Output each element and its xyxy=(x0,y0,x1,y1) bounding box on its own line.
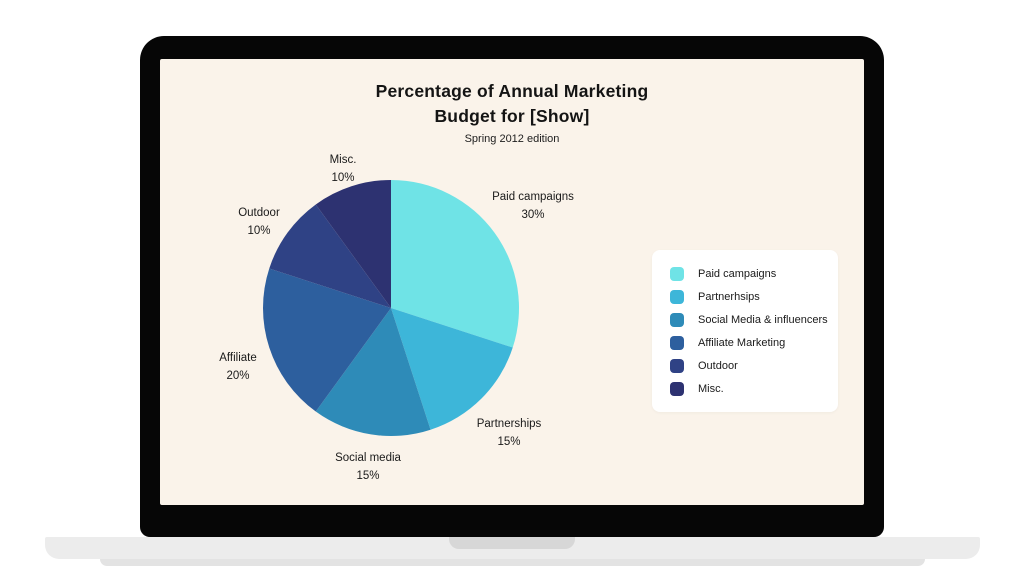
legend-item-paid-campaigns: Paid campaigns xyxy=(652,262,838,285)
legend-swatch-icon xyxy=(670,266,684,281)
pie-label-name: Affiliate xyxy=(219,352,257,364)
legend-item-social-media: Social Media & influencers xyxy=(652,308,838,331)
laptop-base-notch xyxy=(449,537,575,549)
chart-legend: Paid campaigns Partnerhsips Social Media… xyxy=(652,250,838,412)
pie-label-misc: Misc. 10% xyxy=(330,152,357,188)
pie-slice-social-media xyxy=(315,308,431,437)
pie-label-name: Outdoor xyxy=(238,207,280,219)
pie-label-value: 10% xyxy=(247,224,271,237)
legend-label: Affiliate Marketing xyxy=(698,336,786,349)
legend-swatch-icon xyxy=(670,381,684,396)
pie-label-value: 10% xyxy=(331,171,355,184)
pie-label-name: Paid campaigns xyxy=(492,191,574,203)
legend-swatch-icon xyxy=(670,312,684,327)
pie-label-name: Misc. xyxy=(329,154,357,166)
pie-slice-misc xyxy=(315,180,391,308)
pie-label-value: 20% xyxy=(226,369,250,382)
laptop-underside-shadow xyxy=(100,559,925,566)
pie-label-name: Partnerships xyxy=(476,418,542,430)
pie-slice-partnerships xyxy=(391,308,513,430)
legend-item-outdoor: Outdoor xyxy=(652,354,838,377)
pie-label-paid-campaigns: Paid campaigns 30% xyxy=(492,189,574,225)
legend-item-misc: Misc. xyxy=(652,377,838,400)
legend-label: Social Media & influencers xyxy=(698,313,828,326)
pie-label-value: 15% xyxy=(497,435,521,448)
legend-label: Misc. xyxy=(698,382,724,395)
legend-swatch-icon xyxy=(670,335,684,350)
laptop-screen: Percentage of Annual Marketing Budget fo… xyxy=(160,59,864,505)
chart-subtitle: Spring 2012 edition xyxy=(464,133,560,145)
pie-slice-paid-campaigns xyxy=(391,180,520,348)
legend-item-partnerships: Partnerhsips xyxy=(652,285,838,308)
chart-title-line1: Percentage of Annual Marketing xyxy=(375,81,649,101)
pie-label-outdoor: Outdoor 10% xyxy=(238,205,280,241)
legend-label: Partnerhsips xyxy=(698,290,760,303)
pie-slice-affiliate xyxy=(262,268,391,412)
legend-item-affiliate: Affiliate Marketing xyxy=(652,331,838,354)
legend-label: Outdoor xyxy=(698,359,738,372)
chart-title: Percentage of Annual Marketing Budget fo… xyxy=(160,79,864,130)
chart-title-line2: Budget for [Show] xyxy=(434,106,590,127)
pie-chart xyxy=(262,180,520,437)
pie-slice-outdoor xyxy=(269,204,391,308)
pie-label-affiliate: Affiliate 20% xyxy=(219,350,257,386)
pie-label-partnerships: Partnerships 15% xyxy=(477,416,542,452)
pie-label-social-media: Social media 15% xyxy=(335,450,401,486)
legend-swatch-icon xyxy=(670,358,684,373)
pie-label-name: Social media xyxy=(335,452,401,464)
pie-label-value: 30% xyxy=(521,208,545,221)
pie-label-value: 15% xyxy=(356,469,380,482)
legend-swatch-icon xyxy=(670,289,684,304)
legend-label: Paid campaigns xyxy=(698,267,777,280)
